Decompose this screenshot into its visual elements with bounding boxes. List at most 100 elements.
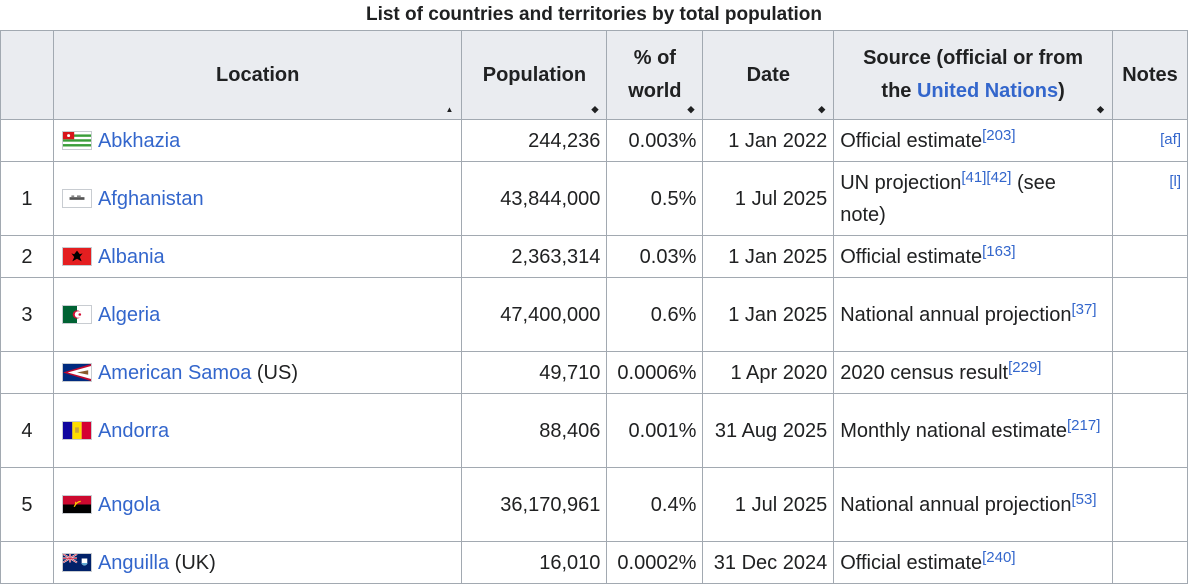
source-text: Official estimate — [840, 551, 983, 574]
notes-cell — [1111, 541, 1188, 584]
percent-cell: 0.001% — [606, 393, 704, 468]
rank-cell: 1 — [0, 161, 54, 236]
table-row: 2 Albania 2,363,314 0.03% 1 Jan 2025 Official… — [0, 235, 1188, 278]
percent-header-line1: % of — [633, 47, 676, 69]
location-cell: Anguilla (UK) — [52, 541, 463, 584]
reference-link[interactable]: [163] — [982, 242, 1016, 260]
sort-icon[interactable]: ◆ — [591, 104, 599, 114]
note-link[interactable]: [l] — [1169, 173, 1181, 190]
united-nations-link[interactable]: United Nations — [916, 80, 1059, 102]
population-cell: 49,710 — [461, 351, 608, 394]
location-cell: Albania — [52, 235, 463, 278]
notes-cell — [1111, 351, 1188, 394]
source-cell: Official estimate[203] — [833, 119, 1113, 162]
sort-icon[interactable]: ◆ — [687, 104, 695, 114]
rank-cell — [0, 351, 54, 394]
header-row: Location ▲ Population ◆ % of world ◆ Dat… — [0, 30, 1188, 120]
notes-cell: [l] — [1111, 161, 1188, 236]
country-link[interactable]: Anguilla — [97, 551, 170, 574]
rank-cell: 5 — [0, 467, 54, 542]
table-row: 3 Algeria 47,400,000 0.6% 1 Jan 2025 National… — [0, 277, 1188, 352]
country-link[interactable]: Andorra — [97, 419, 170, 442]
reference-link[interactable]: [203] — [982, 126, 1016, 144]
rank-header — [0, 30, 54, 120]
date-cell: 1 Jan 2025 — [702, 235, 835, 278]
sort-icon[interactable]: ◆ — [818, 104, 826, 114]
rank-cell — [0, 541, 54, 584]
percent-cell: 0.0002% — [606, 541, 704, 584]
source-text: 2020 census result — [840, 361, 1009, 384]
angola-flag-icon[interactable] — [61, 494, 92, 514]
source-text: Monthly national estimate — [840, 419, 1068, 442]
percent-cell: 0.03% — [606, 235, 704, 278]
date-cell: 1 Apr 2020 — [702, 351, 835, 394]
sovereignty-label: (US) — [251, 361, 299, 384]
location-header[interactable]: Location ▲ — [52, 30, 463, 120]
afghanistan-flag-icon[interactable] — [61, 188, 92, 208]
source-text: Official estimate — [840, 129, 983, 152]
percent-cell: 0.4% — [606, 467, 704, 542]
reference-link[interactable]: [41][42] — [961, 168, 1012, 186]
country-link[interactable]: Albania — [97, 245, 165, 268]
abkhazia-flag-icon[interactable] — [61, 130, 92, 150]
source-cell: National annual projection[37] — [833, 277, 1113, 352]
country-link[interactable]: Angola — [97, 493, 161, 516]
note-link[interactable]: [af] — [1160, 131, 1181, 148]
date-header[interactable]: Date ◆ — [702, 30, 835, 120]
source-cell: Official estimate[240] — [833, 541, 1113, 584]
country-link[interactable]: Afghanistan — [97, 187, 204, 210]
reference-link[interactable]: [217] — [1067, 416, 1101, 434]
percent-cell: 0.5% — [606, 161, 704, 236]
percent-header-line2: world — [628, 80, 682, 102]
country-link[interactable]: Abkhazia — [97, 129, 181, 152]
reference-link[interactable]: [229] — [1008, 358, 1042, 376]
andorra-flag-icon[interactable] — [61, 420, 92, 440]
location-cell: Andorra — [52, 393, 463, 468]
percent-cell: 0.0006% — [606, 351, 704, 394]
notes-cell — [1111, 235, 1188, 278]
source-text: National annual projection — [840, 303, 1072, 326]
date-cell: 31 Aug 2025 — [702, 393, 835, 468]
sort-icon[interactable]: ◆ — [1097, 104, 1104, 114]
percent-header[interactable]: % of world ◆ — [606, 30, 704, 120]
sovereignty-label: (UK) — [169, 551, 216, 574]
source-text: Official estimate — [840, 245, 983, 268]
date-cell: 31 Dec 2024 — [702, 541, 835, 584]
population-cell: 244,236 — [461, 119, 608, 162]
country-link[interactable]: American Samoa — [97, 361, 252, 384]
population-cell: 88,406 — [461, 393, 608, 468]
population-cell: 16,010 — [461, 541, 608, 584]
notes-cell — [1111, 467, 1188, 542]
reference-link[interactable]: [53] — [1071, 490, 1097, 508]
anguilla-flag-icon[interactable] — [61, 552, 92, 572]
algeria-flag-icon[interactable] — [61, 304, 92, 324]
american-samoa-flag-icon[interactable] — [61, 362, 92, 382]
date-cell: 1 Jul 2025 — [702, 467, 835, 542]
population-header[interactable]: Population ◆ — [461, 30, 608, 120]
date-cell: 1 Jan 2022 — [702, 119, 835, 162]
reference-link[interactable]: [240] — [982, 548, 1016, 566]
table-row: Anguilla (UK) 16,010 0.0002% 31 Dec 2024 Off… — [0, 541, 1188, 584]
rank-cell: 4 — [0, 393, 54, 468]
sort-ascending-icon[interactable]: ▲ — [445, 105, 454, 114]
albania-flag-icon[interactable] — [61, 246, 92, 266]
population-cell: 47,400,000 — [461, 277, 608, 352]
source-header[interactable]: Source (official or from the United Nati… — [833, 30, 1113, 120]
notes-cell — [1111, 277, 1188, 352]
location-cell: Afghanistan — [52, 161, 463, 236]
date-cell: 1 Jan 2025 — [702, 277, 835, 352]
population-header-label: Population — [482, 63, 587, 86]
source-cell: Official estimate[163] — [833, 235, 1113, 278]
table-row: 4 Andorra 88,406 0.001% 31 Aug 2025 Monthly n… — [0, 393, 1188, 468]
population-cell: 43,844,000 — [461, 161, 608, 236]
percent-cell: 0.6% — [606, 277, 704, 352]
population-cell: 2,363,314 — [461, 235, 608, 278]
source-header-close: ) — [1058, 80, 1065, 102]
rank-cell — [0, 119, 54, 162]
reference-link[interactable]: [37] — [1071, 300, 1097, 318]
population-table: Location ▲ Population ◆ % of world ◆ Dat… — [0, 30, 1188, 584]
population-cell: 36,170,961 — [461, 467, 608, 542]
rank-cell: 2 — [0, 235, 54, 278]
country-link[interactable]: Algeria — [97, 303, 161, 326]
location-header-label: Location — [216, 63, 300, 86]
